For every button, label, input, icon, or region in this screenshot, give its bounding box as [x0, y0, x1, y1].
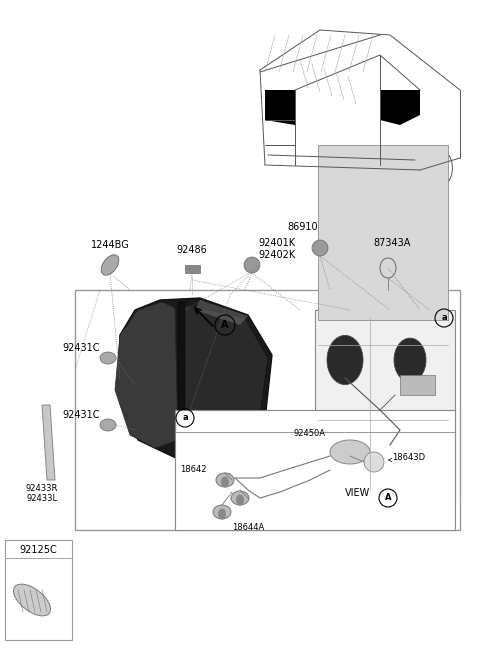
Text: a: a: [182, 413, 188, 422]
Text: 87343A: 87343A: [373, 238, 411, 248]
Text: 92486: 92486: [177, 245, 207, 255]
Circle shape: [327, 335, 363, 384]
Ellipse shape: [101, 255, 119, 276]
Polygon shape: [183, 305, 268, 455]
Text: 18644A: 18644A: [232, 523, 264, 532]
Ellipse shape: [100, 352, 116, 364]
Bar: [75, 290, 460, 530]
Text: 86910: 86910: [288, 222, 318, 232]
Bar: [315, 310, 455, 500]
Ellipse shape: [330, 440, 370, 464]
Text: 92431C: 92431C: [62, 343, 100, 353]
Text: 1244BG: 1244BG: [91, 240, 130, 250]
Text: 92433R: 92433R: [26, 484, 58, 493]
Circle shape: [218, 508, 226, 520]
Circle shape: [327, 430, 363, 480]
Circle shape: [394, 338, 426, 382]
Text: 18642: 18642: [180, 466, 207, 474]
Bar: [185, 265, 200, 273]
Bar: [400, 375, 435, 395]
Ellipse shape: [244, 257, 260, 273]
Circle shape: [236, 495, 244, 506]
Ellipse shape: [13, 584, 50, 616]
Bar: [5, 540, 72, 640]
Text: VIEW: VIEW: [346, 488, 371, 498]
Circle shape: [221, 476, 229, 487]
Polygon shape: [118, 298, 272, 460]
Ellipse shape: [231, 491, 249, 505]
Text: 92125C: 92125C: [19, 545, 57, 555]
Text: 92450A: 92450A: [294, 429, 326, 438]
Circle shape: [398, 424, 422, 457]
Ellipse shape: [364, 452, 384, 472]
Text: A: A: [385, 493, 391, 502]
Ellipse shape: [216, 473, 234, 487]
Text: 92402K: 92402K: [258, 250, 295, 260]
Text: A: A: [221, 320, 229, 330]
Text: a: a: [441, 314, 447, 323]
Polygon shape: [265, 90, 295, 125]
Text: 92431C: 92431C: [62, 410, 100, 420]
Ellipse shape: [100, 419, 116, 431]
Polygon shape: [195, 300, 248, 325]
Ellipse shape: [213, 505, 231, 519]
Bar: [175, 410, 455, 530]
Bar: [318, 145, 448, 320]
Text: 92401K: 92401K: [258, 238, 295, 248]
Polygon shape: [380, 90, 420, 125]
Polygon shape: [115, 302, 178, 448]
Text: 18643D: 18643D: [392, 453, 425, 462]
Polygon shape: [42, 405, 55, 480]
Polygon shape: [178, 302, 185, 460]
Text: 92433L: 92433L: [26, 494, 58, 503]
Ellipse shape: [312, 240, 328, 256]
